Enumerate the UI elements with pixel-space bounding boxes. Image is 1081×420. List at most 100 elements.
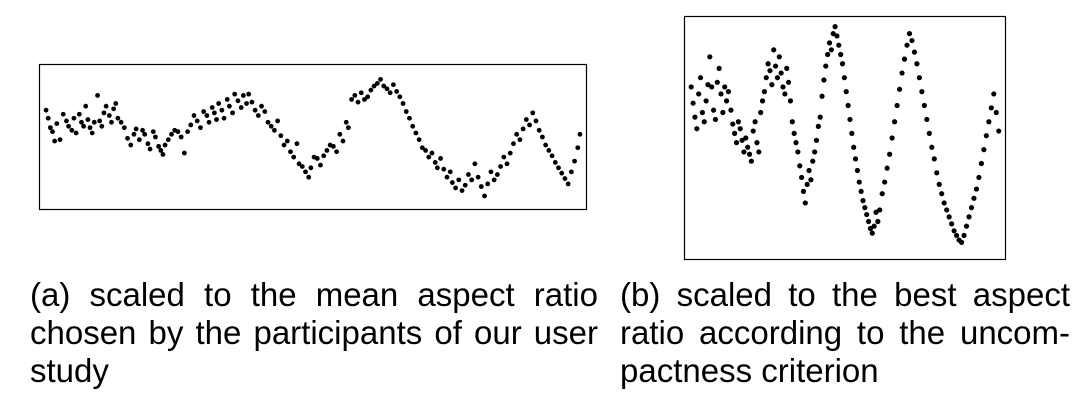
scatter-point-a-28	[111, 106, 117, 112]
scatter-point-a-109	[349, 97, 354, 102]
scatter-point-b-62	[804, 181, 810, 187]
scatter-point-a-18	[87, 125, 93, 131]
scatter-point-a-5	[54, 121, 60, 126]
scatter-point-a-4	[52, 138, 58, 144]
scatter-point-a-67	[221, 115, 227, 121]
scatter-point-a-105	[337, 131, 343, 137]
scatter-point-a-79	[255, 113, 261, 118]
scatter-point-b-89	[854, 167, 860, 174]
scatter-point-a-29	[113, 101, 119, 106]
scatter-point-a-136	[434, 165, 440, 171]
scatter-point-a-70	[230, 110, 236, 116]
scatter-point-b-4	[696, 91, 702, 97]
scatter-point-a-69	[226, 103, 232, 109]
scatter-point-a-138	[441, 166, 447, 172]
scatter-point-b-67	[813, 137, 820, 143]
caption-a-line-1: (a) scaled to the mean aspect ratio	[30, 276, 598, 313]
scatter-point-b-30	[745, 144, 751, 150]
scatter-point-b-59	[799, 174, 805, 181]
scatter-point-a-83	[268, 123, 274, 129]
scatter-point-b-63	[806, 167, 812, 174]
scatter-point-a-78	[252, 107, 258, 113]
scatter-point-a-41	[147, 146, 153, 152]
scatter-point-a-39	[142, 131, 148, 137]
scatter-point-a-148	[472, 161, 478, 167]
scatter-point-a-104	[334, 149, 339, 155]
scatter-point-b-113	[906, 31, 913, 37]
scatter-point-a-22	[97, 118, 103, 124]
scatter-point-b-87	[851, 144, 857, 150]
scatter-point-a-2	[47, 125, 53, 131]
scatter-point-a-9	[66, 123, 71, 129]
scatter-point-a-74	[240, 93, 246, 98]
scatter-point-b-116	[914, 61, 920, 67]
scatter-point-b-19	[723, 98, 730, 104]
scatter-point-b-40	[763, 75, 769, 81]
scatter-point-b-58	[797, 163, 803, 169]
scatter-point-b-148	[993, 109, 999, 116]
scatter-point-a-108	[345, 125, 351, 131]
scatter-point-a-176	[562, 176, 568, 181]
scatter-point-a-85	[275, 118, 281, 124]
scatter-point-a-89	[288, 149, 293, 155]
scatter-point-a-24	[101, 110, 107, 116]
scatter-point-b-117	[916, 75, 922, 81]
scatter-point-a-43	[153, 134, 158, 140]
caption-b-line-1: (b) scaled to the best aspect	[620, 276, 1070, 313]
points-a	[43, 76, 583, 199]
scatter-point-b-86	[849, 130, 855, 136]
scatter-point-a-63	[211, 110, 217, 116]
scatter-point-a-143	[456, 177, 462, 183]
scatter-point-b-84	[845, 102, 851, 109]
scatter-point-a-110	[352, 93, 358, 98]
scatter-point-b-139	[971, 195, 977, 201]
scatter-point-a-133	[426, 154, 432, 160]
scatter-point-b-147	[991, 91, 997, 97]
scatter-point-a-156	[498, 164, 503, 169]
scatter-point-a-164	[523, 117, 529, 122]
scatter-point-b-69	[817, 114, 823, 120]
scatter-point-a-64	[214, 117, 219, 122]
scatter-point-b-101	[877, 207, 883, 213]
scatter-point-b-34	[752, 119, 758, 125]
caption-b: (b) scaled to the best aspect ratio acco…	[620, 276, 1070, 390]
scatter-point-b-145	[986, 119, 992, 125]
scatter-point-b-112	[904, 42, 910, 48]
scatter-point-a-128	[410, 123, 416, 129]
scatter-point-a-137	[438, 156, 443, 161]
scatter-point-b-45	[772, 63, 779, 69]
scatter-point-b-5	[697, 75, 704, 81]
scatter-point-b-120	[924, 116, 930, 123]
scatter-point-b-97	[869, 230, 875, 236]
scatter-point-b-46	[774, 75, 781, 81]
scatter-point-a-56	[191, 113, 197, 118]
scatter-point-a-100	[321, 153, 327, 159]
scatter-point-a-76	[246, 91, 252, 97]
scatter-point-a-131	[419, 145, 425, 151]
scatter-point-a-180	[575, 145, 581, 151]
scatter-point-b-66	[812, 149, 818, 155]
scatter-point-a-91	[294, 141, 300, 147]
scatter-point-a-49	[169, 131, 174, 137]
scatter-point-b-99	[873, 209, 879, 215]
points-b	[688, 24, 1002, 245]
scatter-point-b-146	[988, 105, 994, 111]
scatter-point-b-143	[981, 147, 987, 153]
scatter-point-a-86	[278, 133, 284, 139]
scatter-point-b-73	[825, 51, 831, 58]
scatter-point-b-68	[815, 123, 821, 129]
scatter-point-a-120	[384, 86, 390, 92]
scatter-point-b-93	[862, 205, 868, 211]
scatter-point-a-10	[69, 127, 75, 133]
scatter-point-a-151	[482, 193, 487, 199]
scatter-point-b-115	[911, 49, 918, 55]
scatter-point-b-78	[834, 33, 840, 39]
scatter-point-b-107	[892, 119, 898, 125]
scatter-point-b-135	[961, 232, 967, 239]
scatter-point-b-61	[802, 200, 808, 206]
scatter-point-a-26	[106, 113, 112, 118]
scatter-point-a-13	[76, 111, 82, 117]
scatter-point-b-14	[714, 79, 720, 85]
scatter-point-b-136	[963, 223, 970, 229]
scatter-point-a-99	[318, 162, 323, 168]
